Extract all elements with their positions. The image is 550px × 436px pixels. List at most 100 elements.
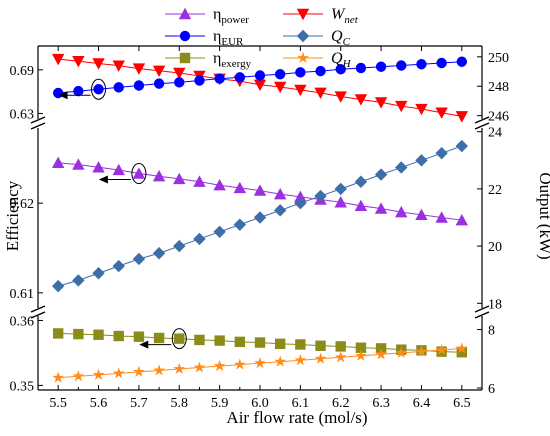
annotation-circle-arrow <box>58 78 107 100</box>
data-point <box>295 339 306 350</box>
data-point <box>173 362 186 375</box>
series-5 <box>52 342 468 383</box>
data-point <box>334 196 347 208</box>
x-tick-label: 5.9 <box>211 396 229 411</box>
data-point <box>174 333 185 344</box>
legend-item: ηpower <box>165 6 249 26</box>
data-point <box>355 62 367 74</box>
data-point <box>113 330 124 342</box>
data-point <box>234 336 246 348</box>
x-tick-label: 6.2 <box>332 396 350 411</box>
data-point <box>375 348 387 360</box>
y-axis-label-left: Efficiency <box>3 180 22 251</box>
data-point <box>274 338 286 350</box>
axis-break-mark <box>474 116 490 124</box>
data-point <box>92 58 105 70</box>
x-tick-label: 6.1 <box>292 396 310 411</box>
data-point <box>92 161 105 173</box>
data-point <box>153 332 165 344</box>
axis-break-mark <box>474 311 490 319</box>
data-point <box>93 84 104 95</box>
data-point <box>234 72 246 83</box>
legend-marker <box>296 29 310 43</box>
data-point <box>213 359 226 372</box>
data-point <box>72 56 85 68</box>
legend-item: Wnet <box>283 6 359 26</box>
x-tick-label: 5.8 <box>171 396 189 411</box>
data-point <box>354 94 368 106</box>
data-point <box>153 364 165 376</box>
data-point <box>214 335 225 346</box>
data-point <box>415 103 428 116</box>
data-point <box>396 60 407 71</box>
data-point <box>274 69 286 80</box>
legend-label: QH <box>331 50 352 70</box>
right-tick-label: 18 <box>488 297 502 312</box>
data-point <box>93 329 104 340</box>
data-point <box>214 73 225 84</box>
legend-marker <box>296 8 310 21</box>
annotation-layer <box>58 78 187 350</box>
data-point <box>456 56 468 67</box>
right-tick-label: 24 <box>488 126 502 141</box>
data-point <box>315 65 326 77</box>
annotation-arrow-head <box>139 340 149 349</box>
data-point <box>435 211 448 223</box>
data-point <box>294 354 307 366</box>
data-point <box>51 53 65 66</box>
right-tick-label: 246 <box>488 110 509 125</box>
data-point <box>295 67 306 78</box>
data-point <box>112 163 125 176</box>
data-point <box>335 64 346 75</box>
data-point <box>213 179 226 191</box>
annotation-circle <box>131 163 147 185</box>
data-point <box>72 370 85 382</box>
data-point <box>455 111 469 123</box>
data-point <box>213 225 226 238</box>
data-point <box>194 75 205 86</box>
data-point <box>72 274 85 287</box>
left-tick-label: 0.62 <box>10 197 35 212</box>
legend-marker <box>179 52 191 64</box>
data-point <box>174 77 185 88</box>
data-point <box>92 368 105 380</box>
legend-label: ηEUR <box>213 28 244 48</box>
data-point <box>334 351 347 363</box>
legend-label: QC <box>331 28 351 48</box>
left-tick-label: 0.61 <box>10 287 35 302</box>
left-tick-label: 0.35 <box>10 379 35 394</box>
axis-break-mark <box>30 122 46 130</box>
data-point <box>133 331 145 342</box>
data-point <box>374 202 388 214</box>
left-tick-label: 0.36 <box>10 314 35 329</box>
data-point <box>355 342 367 353</box>
data-point <box>395 100 408 113</box>
data-point <box>456 347 468 358</box>
data-point <box>152 247 166 260</box>
legend-label: Wnet <box>331 6 359 26</box>
data-point <box>194 334 205 346</box>
axis-break-mark <box>30 311 46 319</box>
axes-layer: 5.5 5.6 5.7 5.8 5.9 6.0 6.1 6.2 6.3 6.4 6.5 0.69 0.6… <box>10 45 509 411</box>
annotation-circle-arrow <box>98 163 147 185</box>
data-point <box>436 57 447 69</box>
data-point <box>52 328 64 339</box>
data-point <box>314 87 327 100</box>
axis-break-mark <box>474 122 490 130</box>
series-3 <box>51 139 469 293</box>
data-point <box>314 352 327 364</box>
left-tick-label: 0.63 <box>10 107 35 122</box>
legend-label: ηexergy <box>213 50 252 70</box>
axis-break-mark <box>474 305 490 313</box>
data-point <box>132 63 146 75</box>
series-2 <box>52 56 468 99</box>
data-point <box>132 167 146 179</box>
data-point <box>415 345 428 357</box>
data-point <box>112 60 125 72</box>
data-point <box>173 67 186 80</box>
data-point <box>334 182 347 196</box>
axis-break-mark <box>30 305 46 313</box>
x-tick-label: 6.3 <box>372 396 390 411</box>
data-point <box>273 204 287 217</box>
left-tick-label: 0.69 <box>10 64 35 79</box>
